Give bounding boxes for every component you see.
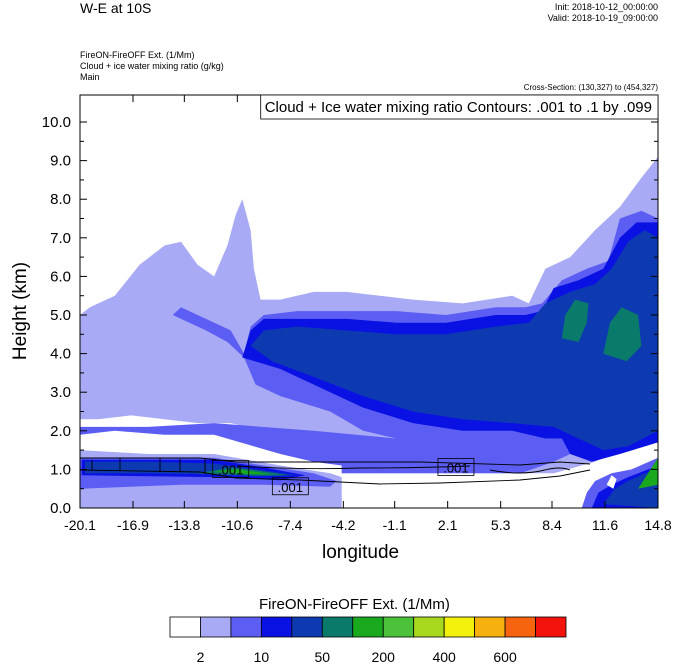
chart-title: Cloud + Ice water mixing ratio Contours:… — [265, 99, 652, 116]
y-tick-label: 3.0 — [50, 384, 71, 401]
colorbar-swatch — [535, 616, 567, 638]
x-tick-label: 8.4 — [542, 517, 562, 533]
fill-region — [214, 469, 273, 475]
colorbar-label: 200 — [372, 649, 396, 665]
field-label-main: Main — [80, 72, 100, 82]
fill-region — [603, 469, 658, 508]
colorbar-swatch — [230, 616, 262, 638]
y-tick-label: 1.0 — [50, 461, 71, 478]
colorbar-label: 400 — [432, 649, 456, 665]
contour-line — [236, 465, 471, 470]
y-tick-label: 6.0 — [50, 268, 71, 285]
contour-label-box — [437, 458, 475, 476]
cross-section-label: Cross-Section: (130,327) to (454,327) — [523, 83, 658, 92]
chart-title-box — [260, 94, 659, 120]
x-tick-label: -13.8 — [168, 517, 200, 533]
colorbar-label: 10 — [254, 649, 270, 665]
x-tick-label: -7.4 — [278, 517, 302, 533]
contour-line — [80, 457, 591, 466]
contour-line — [79, 469, 591, 485]
colorbar: 2 10 50 200 400 600 — [169, 616, 567, 665]
y-tick-label: 9.0 — [50, 153, 71, 170]
contour-label-box — [212, 460, 250, 478]
colorbar-swatch — [260, 616, 293, 638]
init-time: Init: 2018-10-12_00:00:00 — [554, 2, 658, 12]
chart-header-title: W-E at 10S — [80, 0, 152, 16]
colorbar-swatch — [474, 616, 506, 638]
colorbar-swatch — [321, 616, 354, 638]
colorbar-swatch — [169, 616, 201, 638]
y-axis-label: Height (km) — [10, 261, 32, 361]
chart-marks: 0.0 1.0 2.0 3.0 4.0 5.0 6.0 7.0 8.0 9.0 10.0 -20.1 -… — [42, 94, 672, 533]
x-tick-label: 2.1 — [438, 517, 458, 533]
field-label-extinction: FireON-FireOFF Ext. (1/Mm) — [80, 50, 195, 60]
x-tick-label: -4.2 — [331, 517, 355, 533]
colorbar-swatch — [291, 616, 323, 638]
colorbar-swatch — [352, 616, 384, 638]
cloud-contour-lines — [79, 457, 591, 485]
colorbar-label: 50 — [315, 649, 331, 665]
x-tick-label: 14.8 — [644, 517, 671, 533]
colorbar-swatch — [200, 616, 232, 638]
colorbar-swatch — [413, 616, 445, 638]
contour-label: .001 — [278, 480, 303, 495]
fill-region — [561, 299, 589, 342]
y-tick-label: 8.0 — [50, 191, 71, 208]
fill-region — [250, 230, 658, 451]
fill-region — [638, 457, 658, 489]
x-tick-label: -16.9 — [117, 517, 149, 533]
y-tick-label: 4.0 — [50, 346, 71, 363]
x-axis-label: longitude — [322, 542, 400, 563]
contour-label: .001 — [443, 460, 468, 475]
y-tick-label: 0.0 — [50, 500, 71, 517]
x-tick-label: -20.1 — [64, 517, 96, 533]
colorbar-swatch — [443, 616, 476, 638]
x-tick-label: 11.6 — [592, 517, 618, 533]
colorbar-title: FireON-FireOFF Ext. (1/Mm) — [259, 596, 450, 613]
contour-line — [91, 458, 206, 474]
contour-label: .001 — [218, 462, 243, 477]
filled-contours — [80, 156, 658, 508]
field-label-mixing-ratio: Cloud + ice water mixing ratio (g/kg) — [80, 61, 224, 71]
contour-label-box — [271, 477, 309, 496]
x-tick-label: -1.1 — [383, 517, 407, 533]
colorbar-label: 2 — [197, 649, 205, 665]
contour-line — [489, 467, 571, 474]
x-tick-label: 5.3 — [491, 517, 511, 533]
colorbar-swatch — [382, 616, 415, 638]
x-tick-label: -10.6 — [221, 517, 253, 533]
valid-time: Valid: 2018-10-19_09:00:00 — [547, 13, 658, 23]
y-tick-label: 10.0 — [42, 114, 71, 131]
y-tick-label: 5.0 — [50, 307, 71, 324]
y-tick-label: 7.0 — [50, 230, 71, 247]
fill-region — [606, 475, 617, 489]
fill-region — [603, 307, 642, 362]
colorbar-swatch — [504, 616, 536, 638]
colorbar-label: 600 — [493, 649, 517, 665]
y-tick-label: 2.0 — [50, 423, 71, 440]
